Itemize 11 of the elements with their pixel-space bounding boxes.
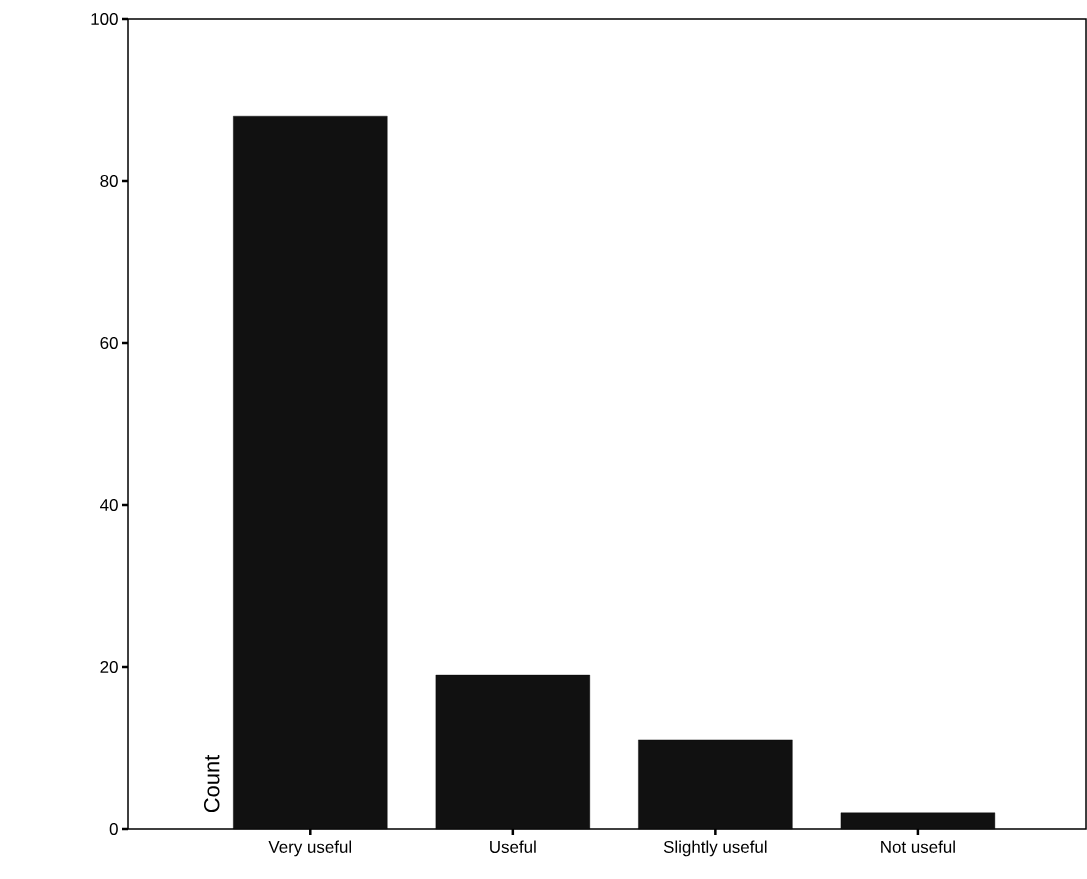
- y-tick-label: 0: [109, 822, 118, 835]
- y-tick-label: 40: [100, 498, 118, 511]
- y-tick-label: 20: [100, 660, 118, 673]
- x-tick-label: Very useful: [268, 840, 352, 857]
- y-tick-label: 100: [91, 12, 118, 25]
- y-tick-label: 60: [100, 336, 118, 349]
- y-axis-title: Count: [203, 754, 220, 813]
- y-tick-label: 80: [100, 174, 118, 187]
- x-tick-label: Not useful: [881, 840, 955, 853]
- x-tick-label: Useful: [490, 840, 536, 853]
- x-tick-label: Slightly useful: [663, 840, 767, 857]
